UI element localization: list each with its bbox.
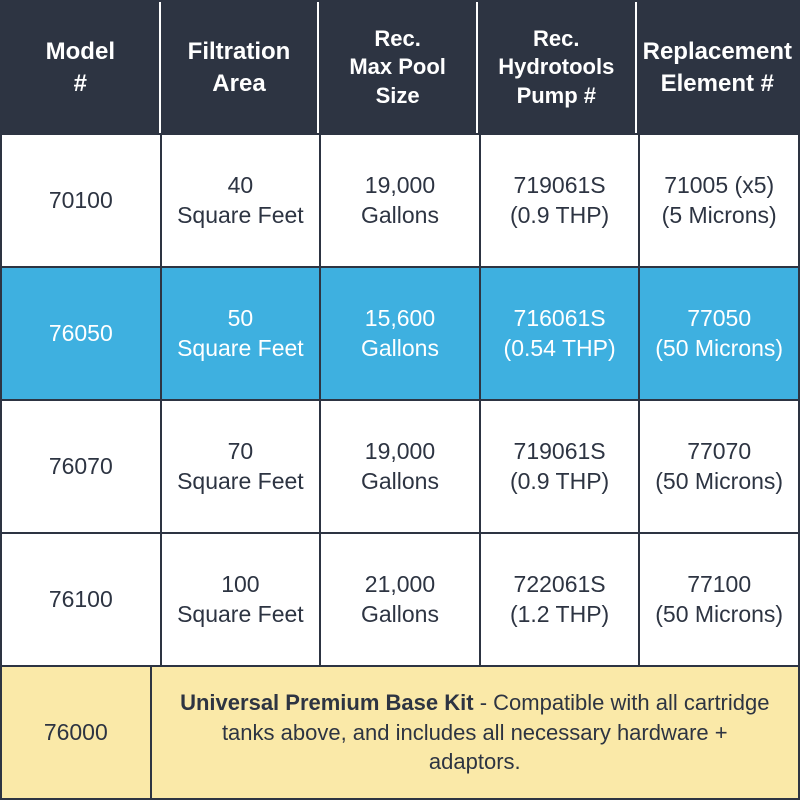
pool-size-cell: 15,600Gallons [321,268,481,399]
pool-size-cell: 19,000Gallons [321,401,481,532]
footer-description-cell: Universal Premium Base Kit - Compatible … [152,667,798,798]
model-cell: 76070 [2,401,162,532]
cell-text: 70100 [49,186,113,216]
cell-text: Gallons [361,600,439,630]
cell-text: 70 [228,437,254,467]
header-text: # [74,68,87,99]
cell-text: (0.54 THP) [504,334,616,364]
model-cell: 76100 [2,534,162,665]
cell-text: 76070 [49,452,113,482]
header-model: Model # [2,2,161,133]
product-spec-table: Model # Filtration Area Rec. Max Pool Si… [0,0,800,800]
cell-text: 19,000 [365,437,435,467]
cell-text: 719061S [514,171,606,201]
pool-size-cell: 19,000Gallons [321,135,481,266]
header-filtration: Filtration Area [161,2,320,133]
filtration-cell: 100Square Feet [162,534,322,665]
cell-text: Square Feet [177,467,304,497]
pump-cell: 722061S(1.2 THP) [481,534,641,665]
header-pump: Rec. Hydrotools Pump # [478,2,637,133]
model-cell: 70100 [2,135,162,266]
element-cell: 71005 (x5)(5 Microns) [640,135,798,266]
header-text: Model [46,36,115,67]
table-row: 76100100Square Feet21,000Gallons722061S(… [2,532,798,665]
header-text: Element # [661,68,774,99]
cell-text: Gallons [361,334,439,364]
cell-text: 50 [228,304,254,334]
cell-text: 77100 [687,570,751,600]
cell-text: Square Feet [177,334,304,364]
filtration-cell: 50Square Feet [162,268,322,399]
cell-text: Gallons [361,467,439,497]
filtration-cell: 70Square Feet [162,401,322,532]
table-footer-row: 76000 Universal Premium Base Kit - Compa… [2,665,798,798]
footer-description: Universal Premium Base Kit - Compatible … [180,688,770,777]
cell-text: 100 [221,570,259,600]
cell-text: 716061S [514,304,606,334]
footer-model-cell: 76000 [2,667,152,798]
element-cell: 77100(50 Microns) [640,534,798,665]
pump-cell: 719061S(0.9 THP) [481,401,641,532]
cell-text: (0.9 THP) [510,201,609,231]
element-cell: 77050(50 Microns) [640,268,798,399]
header-text: Rec. [533,25,579,54]
table-row: 7607070Square Feet19,000Gallons719061S(0… [2,399,798,532]
cell-text: 15,600 [365,304,435,334]
header-text: Filtration [188,36,291,67]
cell-text: (50 Microns) [655,467,783,497]
pool-size-cell: 21,000Gallons [321,534,481,665]
cell-text: 40 [228,171,254,201]
cell-text: 719061S [514,437,606,467]
cell-text: 76100 [49,585,113,615]
cell-text: Square Feet [177,201,304,231]
cell-text: (50 Microns) [655,600,783,630]
cell-text: (5 Microns) [662,201,777,231]
table-row: 7605050Square Feet15,600Gallons716061S(0… [2,266,798,399]
header-element: Replacement Element # [637,2,798,133]
cell-text: 21,000 [365,570,435,600]
pump-cell: 716061S(0.54 THP) [481,268,641,399]
cell-text: 77050 [687,304,751,334]
cell-text: Square Feet [177,600,304,630]
header-text: Replacement [643,36,792,67]
cell-text: (0.9 THP) [510,467,609,497]
cell-text: 71005 (x5) [664,171,774,201]
model-cell: 76050 [2,268,162,399]
element-cell: 77070(50 Microns) [640,401,798,532]
cell-text: 722061S [514,570,606,600]
table-header-row: Model # Filtration Area Rec. Max Pool Si… [2,2,798,133]
cell-text: Gallons [361,201,439,231]
cell-text: 77070 [687,437,751,467]
cell-text: 19,000 [365,171,435,201]
header-text: Area [212,68,265,99]
footer-model: 76000 [44,719,108,746]
table-row: 7010040Square Feet19,000Gallons719061S(0… [2,133,798,266]
filtration-cell: 40Square Feet [162,135,322,266]
pump-cell: 719061S(0.9 THP) [481,135,641,266]
cell-text: (1.2 THP) [510,600,609,630]
header-pool-size: Rec. Max Pool Size [319,2,478,133]
header-text: Hydrotools [498,53,614,82]
header-text: Pump # [517,82,596,111]
cell-text: 76050 [49,319,113,349]
header-text: Rec. [374,25,420,54]
header-text: Size [376,82,420,111]
footer-desc-bold: Universal Premium Base Kit [180,690,473,715]
cell-text: (50 Microns) [655,334,783,364]
header-text: Max Pool [349,53,446,82]
